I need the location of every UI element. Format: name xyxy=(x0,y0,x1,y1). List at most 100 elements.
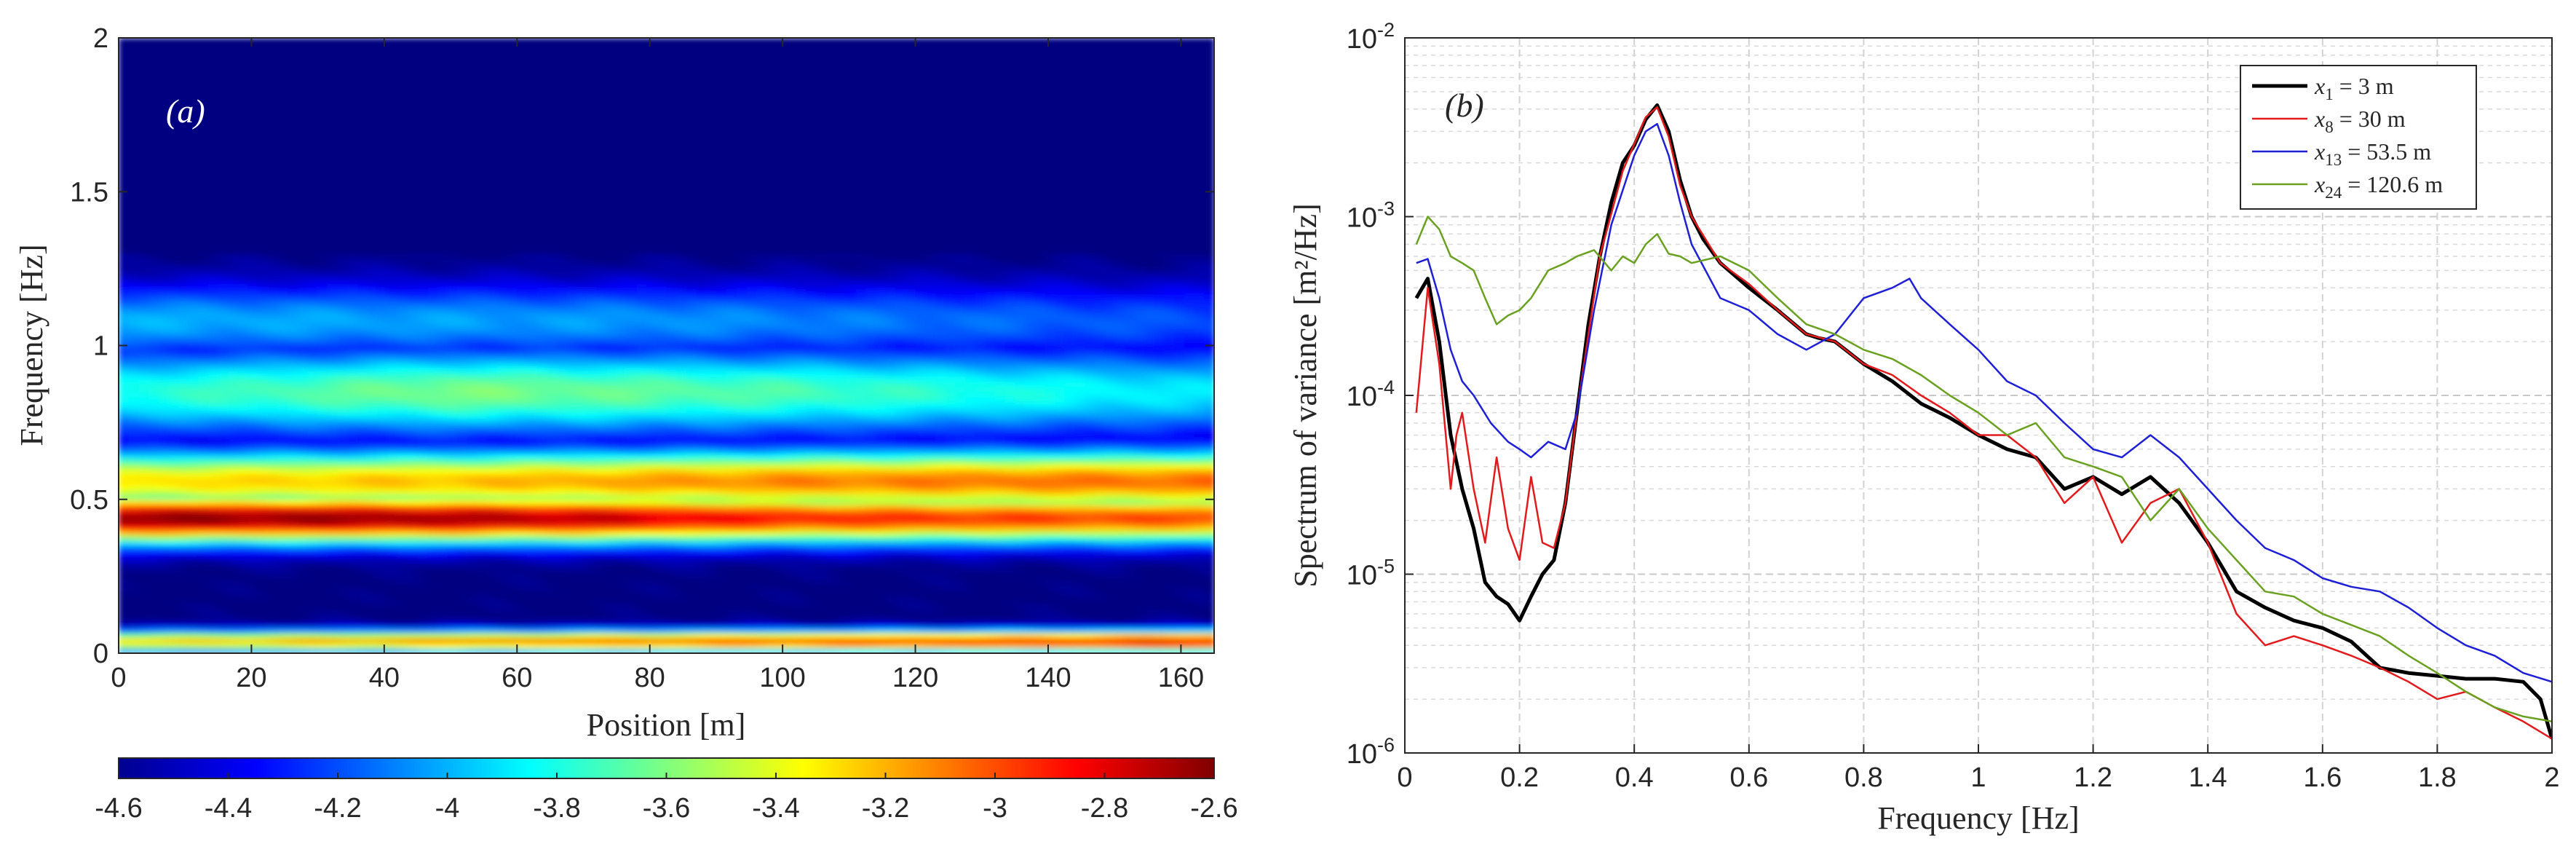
heatmap-cell xyxy=(158,453,170,459)
heatmap-cell xyxy=(148,207,159,213)
heatmap-cell xyxy=(208,253,219,259)
heatmap-cell xyxy=(437,63,448,70)
heatmap-cell xyxy=(477,519,488,526)
heatmap-cell xyxy=(208,627,219,634)
heatmap-cell xyxy=(307,304,319,311)
heatmap-cell xyxy=(368,438,379,444)
heatmap-cell xyxy=(298,186,309,193)
heatmap-cell xyxy=(417,647,428,653)
heatmap-cell xyxy=(517,315,528,321)
heatmap-cell xyxy=(247,242,259,249)
heatmap-cell xyxy=(247,627,259,634)
heatmap-cell xyxy=(377,535,389,541)
heatmap-cell xyxy=(238,453,249,459)
heatmap-cell xyxy=(258,601,269,608)
heatmap-cell xyxy=(437,89,448,95)
heatmap-cell xyxy=(437,407,448,413)
heatmap-cell xyxy=(138,478,149,485)
heatmap-cell xyxy=(178,289,189,295)
heatmap-cell xyxy=(447,381,458,387)
heatmap-cell xyxy=(128,263,140,269)
heatmap-cell xyxy=(307,130,319,136)
heatmap-cell xyxy=(277,647,289,653)
heatmap-cell xyxy=(467,350,478,357)
heatmap-cell xyxy=(328,607,338,613)
heatmap-cell xyxy=(317,386,329,392)
heatmap-cell xyxy=(238,627,249,634)
heatmap-cell xyxy=(417,586,428,593)
heatmap-cell xyxy=(277,104,289,111)
heatmap-cell xyxy=(357,571,368,577)
heatmap-cell xyxy=(268,89,279,95)
heatmap-cell xyxy=(507,253,518,259)
heatmap-cell xyxy=(198,551,209,557)
heatmap-cell xyxy=(487,217,498,224)
heatmap-cell xyxy=(407,340,419,347)
heatmap-cell xyxy=(188,524,199,531)
heatmap-cell xyxy=(298,401,309,408)
heatmap-cell xyxy=(397,612,408,618)
heatmap-cell xyxy=(277,468,289,475)
heatmap-cell xyxy=(496,140,508,146)
heatmap-cell xyxy=(507,335,518,342)
heatmap-cell xyxy=(188,237,199,244)
heatmap-cell xyxy=(507,519,518,526)
heatmap-cell xyxy=(407,407,419,413)
heatmap-cell xyxy=(128,68,140,75)
heatmap-cell xyxy=(357,489,368,495)
heatmap-cell xyxy=(496,130,508,136)
heatmap-cell xyxy=(447,396,458,403)
heatmap-cell xyxy=(277,84,289,90)
heatmap-cell xyxy=(198,119,209,126)
heatmap-cell xyxy=(338,330,349,336)
heatmap-cell xyxy=(397,181,408,188)
heatmap-cell xyxy=(526,320,538,326)
heatmap-cell xyxy=(526,561,538,567)
heatmap-cell xyxy=(496,268,508,275)
heatmap-cell xyxy=(247,453,259,459)
heatmap-cell xyxy=(198,376,209,382)
heatmap-cell xyxy=(417,407,428,413)
heatmap-cell xyxy=(218,473,229,480)
heatmap-cell xyxy=(158,596,170,603)
heatmap-cell xyxy=(148,273,159,280)
heatmap-cell xyxy=(447,622,458,628)
heatmap-cell xyxy=(268,155,279,162)
heatmap-cell xyxy=(517,443,528,449)
heatmap-cell xyxy=(507,412,518,418)
heatmap-cell xyxy=(387,104,398,111)
heatmap-cell xyxy=(307,545,319,551)
heatmap-cell xyxy=(447,79,458,85)
heatmap-cell xyxy=(218,514,229,521)
heatmap-cell xyxy=(168,381,179,387)
heatmap-cell xyxy=(247,396,259,403)
heatmap-cell xyxy=(347,514,359,521)
heatmap-cell xyxy=(487,130,498,136)
heatmap-cell xyxy=(507,202,518,208)
heatmap-cell xyxy=(178,253,189,259)
heatmap-cell xyxy=(119,514,130,521)
heatmap-cell xyxy=(338,289,349,295)
heatmap-cell xyxy=(148,581,159,588)
heatmap-cell xyxy=(258,125,269,131)
heatmap-cell xyxy=(338,125,349,131)
heatmap-cell xyxy=(188,360,199,367)
heatmap-cell xyxy=(397,125,408,131)
heatmap-cell xyxy=(288,551,299,557)
heatmap-cell xyxy=(218,571,229,577)
heatmap-cell xyxy=(198,438,209,444)
heatmap-cell xyxy=(317,273,329,280)
heatmap-cell xyxy=(407,335,419,342)
heatmap-cell xyxy=(407,161,419,167)
heatmap-cell xyxy=(328,586,338,593)
heatmap-cell xyxy=(298,540,309,546)
heatmap-cell xyxy=(487,427,498,434)
heatmap-cell xyxy=(387,186,398,193)
heatmap-cell xyxy=(228,335,239,342)
heatmap-cell xyxy=(188,125,199,131)
heatmap-cell xyxy=(218,422,229,428)
heatmap-cell xyxy=(178,412,189,418)
heatmap-cell xyxy=(347,294,359,300)
heatmap-cell xyxy=(148,591,159,598)
heatmap-cell xyxy=(228,171,239,177)
